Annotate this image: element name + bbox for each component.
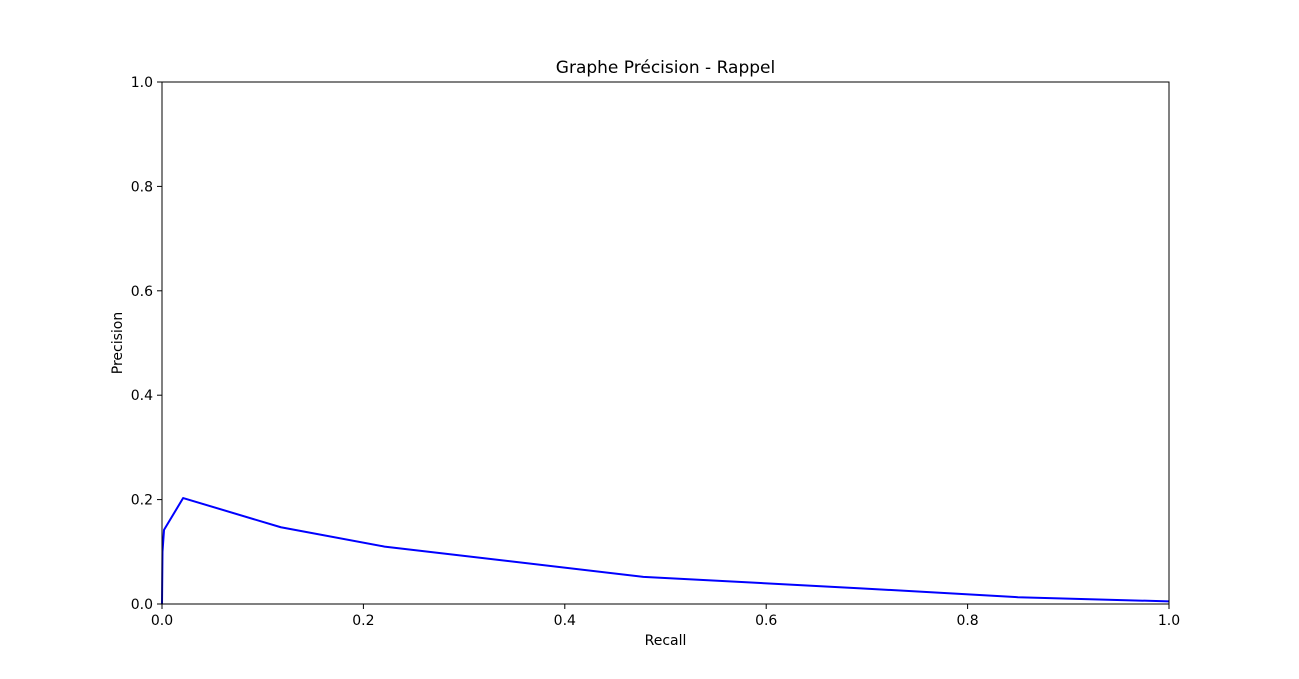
x-axis-label: Recall [645,633,687,649]
y-tick-label: 1.0 [131,75,153,91]
x-tick-label: 0.2 [352,613,374,629]
y-tick-label: 0.0 [131,597,153,613]
x-tick-label: 1.0 [1158,613,1180,629]
x-tick-label: 0.4 [554,613,576,629]
y-axis-label: Precision [110,312,126,374]
series-line-0 [161,497,1170,605]
y-tick-label: 0.4 [131,388,153,404]
x-tick-label: 0.6 [755,613,777,629]
x-tick-label: 0.8 [956,613,978,629]
y-tick-label: 0.2 [131,493,153,509]
y-tick-label: 0.6 [131,284,153,300]
x-tick-label: 0.0 [151,613,173,629]
chart-title: Graphe Précision - Rappel [556,58,775,78]
plot-frame [161,81,1170,605]
y-tick-label: 0.8 [131,179,153,195]
